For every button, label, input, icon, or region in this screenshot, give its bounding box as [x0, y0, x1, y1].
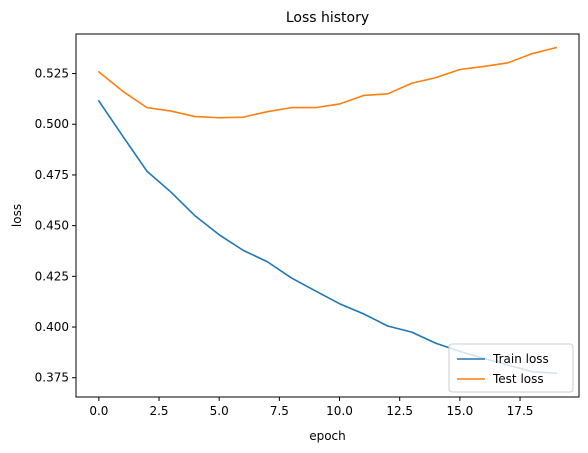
- legend: Train loss Test loss: [449, 344, 573, 392]
- x-tick-label: 5.0: [210, 404, 229, 418]
- legend-label: Test loss: [492, 372, 544, 386]
- x-tick-label: 12.5: [386, 404, 413, 418]
- x-tick-label: 15.0: [447, 404, 474, 418]
- series-lines: [99, 48, 556, 374]
- plot-frame: [76, 34, 579, 397]
- x-tick-label: 7.5: [270, 404, 289, 418]
- y-axis-label: loss: [10, 204, 24, 227]
- x-tick-label: 10.0: [326, 404, 353, 418]
- y-tick-label: 0.500: [35, 117, 69, 131]
- x-tick-label: 17.5: [507, 404, 534, 418]
- x-tick-label: 0.0: [89, 404, 108, 418]
- y-tick-label: 0.375: [35, 371, 69, 385]
- y-tick-label: 0.450: [35, 219, 69, 233]
- series-line-test-loss: [99, 48, 556, 118]
- y-tick-label: 0.525: [35, 67, 69, 81]
- chart-title: Loss history: [286, 10, 369, 26]
- x-tick-label: 2.5: [149, 404, 168, 418]
- y-tick-label: 0.425: [35, 269, 69, 283]
- x-axis-label: epoch: [309, 429, 346, 443]
- legend-label: Train loss: [492, 352, 549, 366]
- y-tick-label: 0.475: [35, 168, 69, 182]
- y-tick-label: 0.400: [35, 320, 69, 334]
- series-line-train-loss: [99, 101, 556, 373]
